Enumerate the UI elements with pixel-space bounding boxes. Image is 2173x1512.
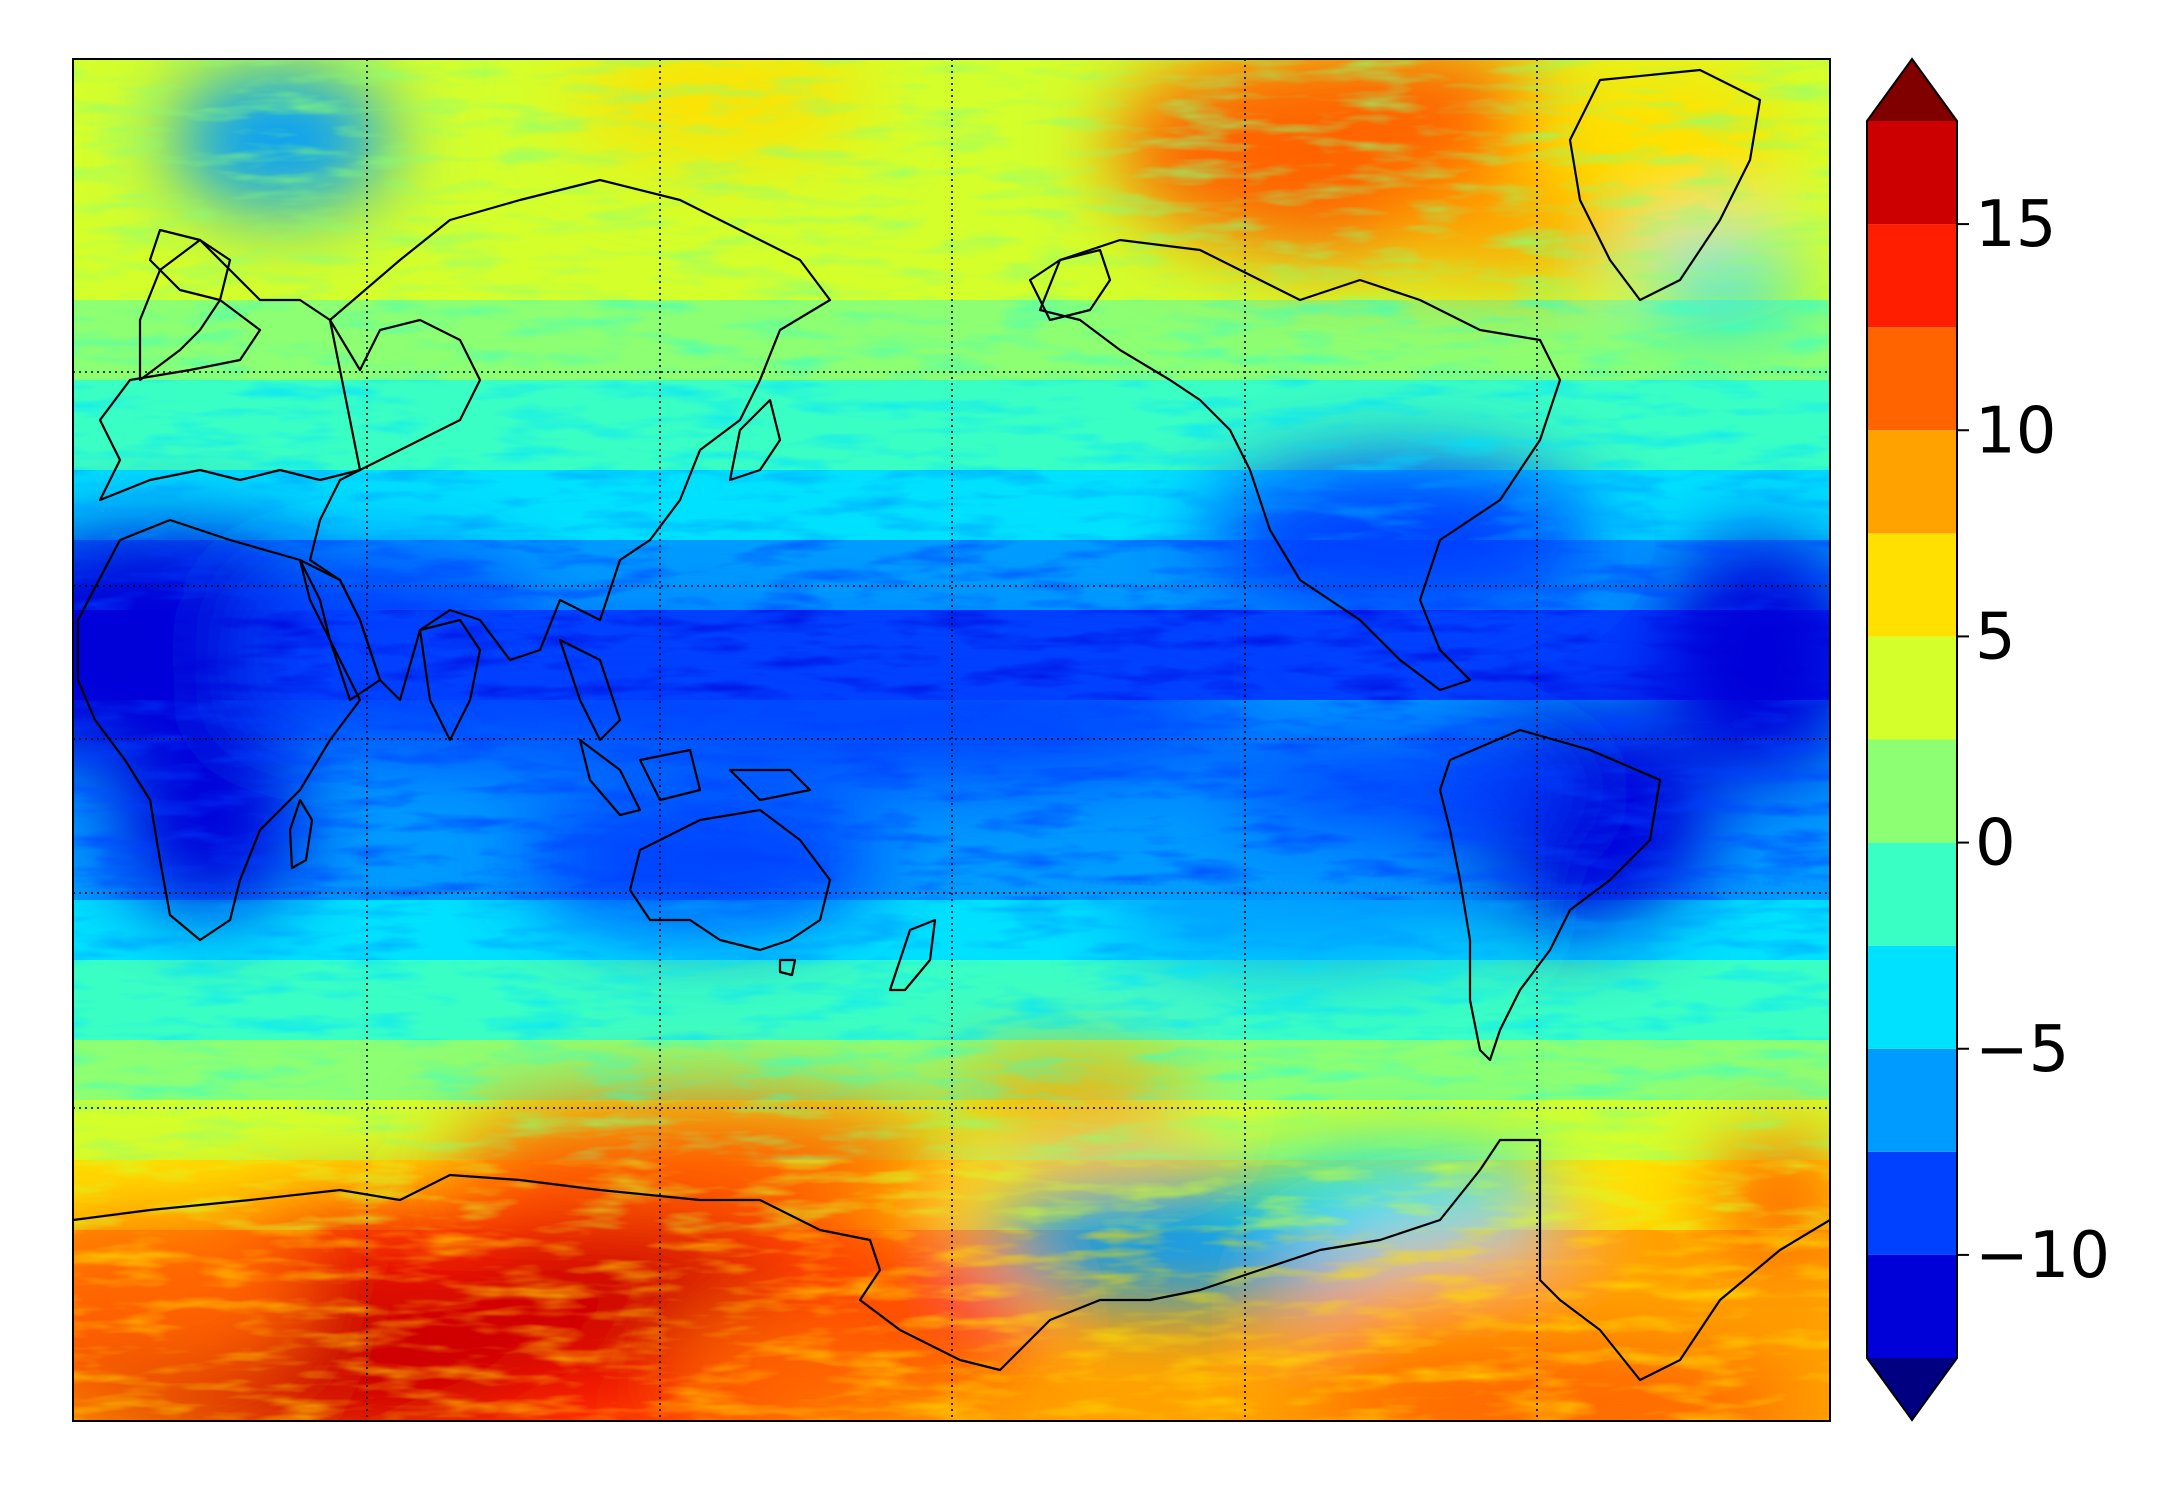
colorbar-cell [1867,636,1957,739]
colorbar-cell [1867,224,1957,327]
colorbar-cell [1867,740,1957,843]
colorbar-tick-label: 15 [1975,188,2056,262]
colorbar-cell [1867,843,1957,946]
colorbar-ticks: −10 −5 0 5 10 15 [1957,188,2110,1293]
colorbar-tick-label: 5 [1975,600,2016,674]
colorbar-tick-label: −10 [1975,1219,2110,1293]
colorbar-tick-label: −5 [1975,1013,2069,1087]
colorbar-cell [1867,946,1957,1049]
colorbar-cell [1867,1152,1957,1255]
map-panel [0,40,1860,1460]
colorbar-cell [1867,533,1957,636]
colorbar-extend-min [1867,1358,1957,1420]
colorbar-cell [1867,1049,1957,1152]
heatmap-field [0,40,1860,1460]
colorbar-cell [1867,430,1957,533]
colorbar-extend-max [1867,59,1957,121]
colorbar-cell [1867,327,1957,430]
colorbar-tick-label: 0 [1975,807,2016,881]
colorbar-cell [1867,121,1957,224]
colorbar: −10 −5 0 5 10 15 [1867,59,2110,1420]
colorbar-cell [1867,1255,1957,1358]
colorbar-tick-label: 10 [1975,394,2056,468]
colorbar-cells [1867,121,1957,1358]
